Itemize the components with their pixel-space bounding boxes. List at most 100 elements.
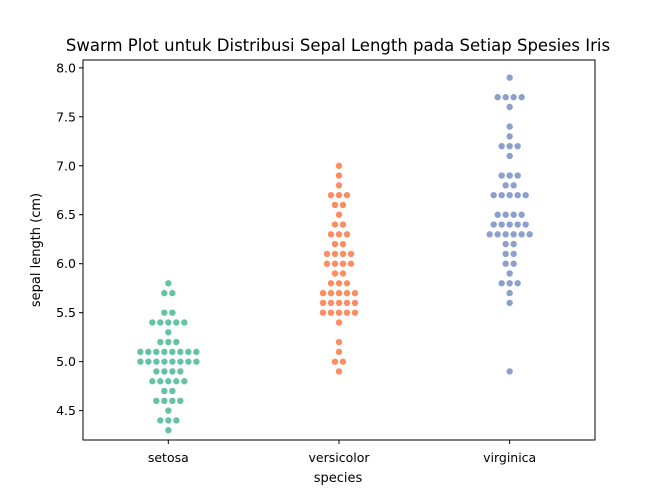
data-point-virginica	[494, 94, 501, 101]
data-point-versicolor	[335, 231, 343, 238]
data-point-versicolor	[343, 231, 351, 238]
data-point-setosa	[149, 378, 156, 385]
data-point-setosa	[169, 348, 176, 356]
data-point-versicolor	[319, 289, 327, 297]
data-point-setosa	[157, 378, 164, 385]
data-point-virginica	[506, 221, 513, 228]
y-tick-label: 8.0	[56, 60, 76, 75]
data-point-virginica	[514, 172, 521, 179]
data-point-virginica	[506, 289, 513, 297]
y-tick-label: 4.5	[56, 403, 76, 418]
data-point-setosa	[161, 397, 168, 405]
data-point-virginica	[506, 368, 513, 375]
data-point-versicolor	[335, 162, 343, 169]
data-point-versicolor	[339, 358, 347, 365]
data-point-setosa	[169, 289, 176, 297]
y-tick-label: 6.0	[56, 256, 76, 271]
data-point-virginica	[506, 191, 513, 199]
data-point-virginica	[506, 133, 513, 140]
x-tick-label-versicolor: versicolor	[309, 450, 371, 465]
data-point-versicolor	[339, 221, 347, 228]
data-point-setosa	[165, 378, 172, 385]
data-point-versicolor	[335, 348, 343, 356]
data-point-versicolor	[327, 231, 335, 238]
data-point-virginica	[502, 231, 509, 238]
x-tick-label-setosa: setosa	[148, 450, 189, 465]
data-point-setosa	[137, 348, 144, 356]
data-point-versicolor	[339, 270, 347, 277]
data-point-setosa	[157, 319, 164, 326]
data-point-virginica	[506, 280, 513, 287]
data-point-setosa	[149, 319, 156, 326]
data-point-versicolor	[335, 309, 343, 316]
data-point-virginica	[506, 270, 513, 277]
data-point-setosa	[177, 358, 184, 365]
data-point-versicolor	[339, 250, 347, 258]
data-point-setosa	[161, 368, 168, 375]
data-point-versicolor	[331, 270, 339, 277]
data-point-virginica	[486, 231, 493, 238]
data-point-virginica	[498, 280, 505, 287]
y-axis-label: sepal length (cm)	[29, 193, 44, 307]
data-point-setosa	[161, 358, 168, 365]
data-point-virginica	[510, 182, 517, 189]
data-point-virginica	[510, 94, 517, 101]
data-point-versicolor	[335, 191, 343, 199]
x-axis-label: species	[314, 471, 363, 486]
data-point-versicolor	[343, 299, 351, 307]
data-point-virginica	[514, 221, 521, 228]
data-point-versicolor	[347, 250, 355, 258]
data-point-setosa	[169, 358, 176, 365]
data-point-virginica	[498, 142, 505, 150]
data-point-virginica	[502, 260, 509, 267]
data-point-versicolor	[327, 191, 335, 199]
data-point-versicolor	[331, 260, 339, 267]
data-point-versicolor	[351, 289, 359, 297]
data-point-versicolor	[335, 299, 343, 307]
data-point-setosa	[165, 427, 172, 434]
data-point-setosa	[169, 368, 176, 375]
data-point-setosa	[165, 338, 172, 346]
data-point-versicolor	[319, 299, 327, 307]
data-point-versicolor	[323, 250, 331, 258]
data-point-virginica	[498, 221, 505, 228]
data-point-setosa	[177, 368, 184, 375]
data-point-versicolor	[343, 191, 351, 199]
data-point-setosa	[153, 397, 160, 405]
data-point-setosa	[145, 348, 152, 356]
data-point-versicolor	[323, 260, 331, 267]
data-point-setosa	[145, 358, 152, 365]
data-point-versicolor	[335, 289, 343, 297]
data-point-versicolor	[331, 221, 339, 228]
data-point-virginica	[510, 250, 517, 258]
data-point-setosa	[185, 348, 192, 356]
data-point-virginica	[498, 191, 505, 199]
data-point-versicolor	[335, 172, 343, 179]
data-point-setosa	[153, 358, 160, 365]
data-point-virginica	[490, 191, 497, 199]
data-point-setosa	[157, 338, 164, 346]
data-point-virginica	[490, 221, 497, 228]
data-point-setosa	[161, 289, 168, 297]
data-point-virginica	[522, 191, 529, 199]
data-point-virginica	[502, 211, 509, 218]
data-point-setosa	[165, 280, 172, 287]
data-point-versicolor	[327, 280, 335, 287]
data-point-versicolor	[335, 338, 343, 346]
data-point-virginica	[502, 94, 509, 101]
data-point-setosa	[181, 378, 188, 385]
data-point-setosa	[169, 387, 176, 395]
data-point-setosa	[173, 417, 180, 424]
data-point-setosa	[153, 368, 160, 375]
data-point-versicolor	[327, 289, 335, 297]
data-point-setosa	[173, 338, 180, 346]
data-point-versicolor	[327, 309, 335, 316]
data-point-virginica	[518, 94, 525, 101]
data-point-versicolor	[351, 299, 359, 307]
data-point-setosa	[157, 417, 164, 424]
data-point-setosa	[161, 348, 168, 356]
data-point-versicolor	[347, 260, 355, 267]
data-point-setosa	[165, 319, 172, 326]
data-point-setosa	[185, 358, 192, 365]
data-point-setosa	[173, 378, 180, 385]
